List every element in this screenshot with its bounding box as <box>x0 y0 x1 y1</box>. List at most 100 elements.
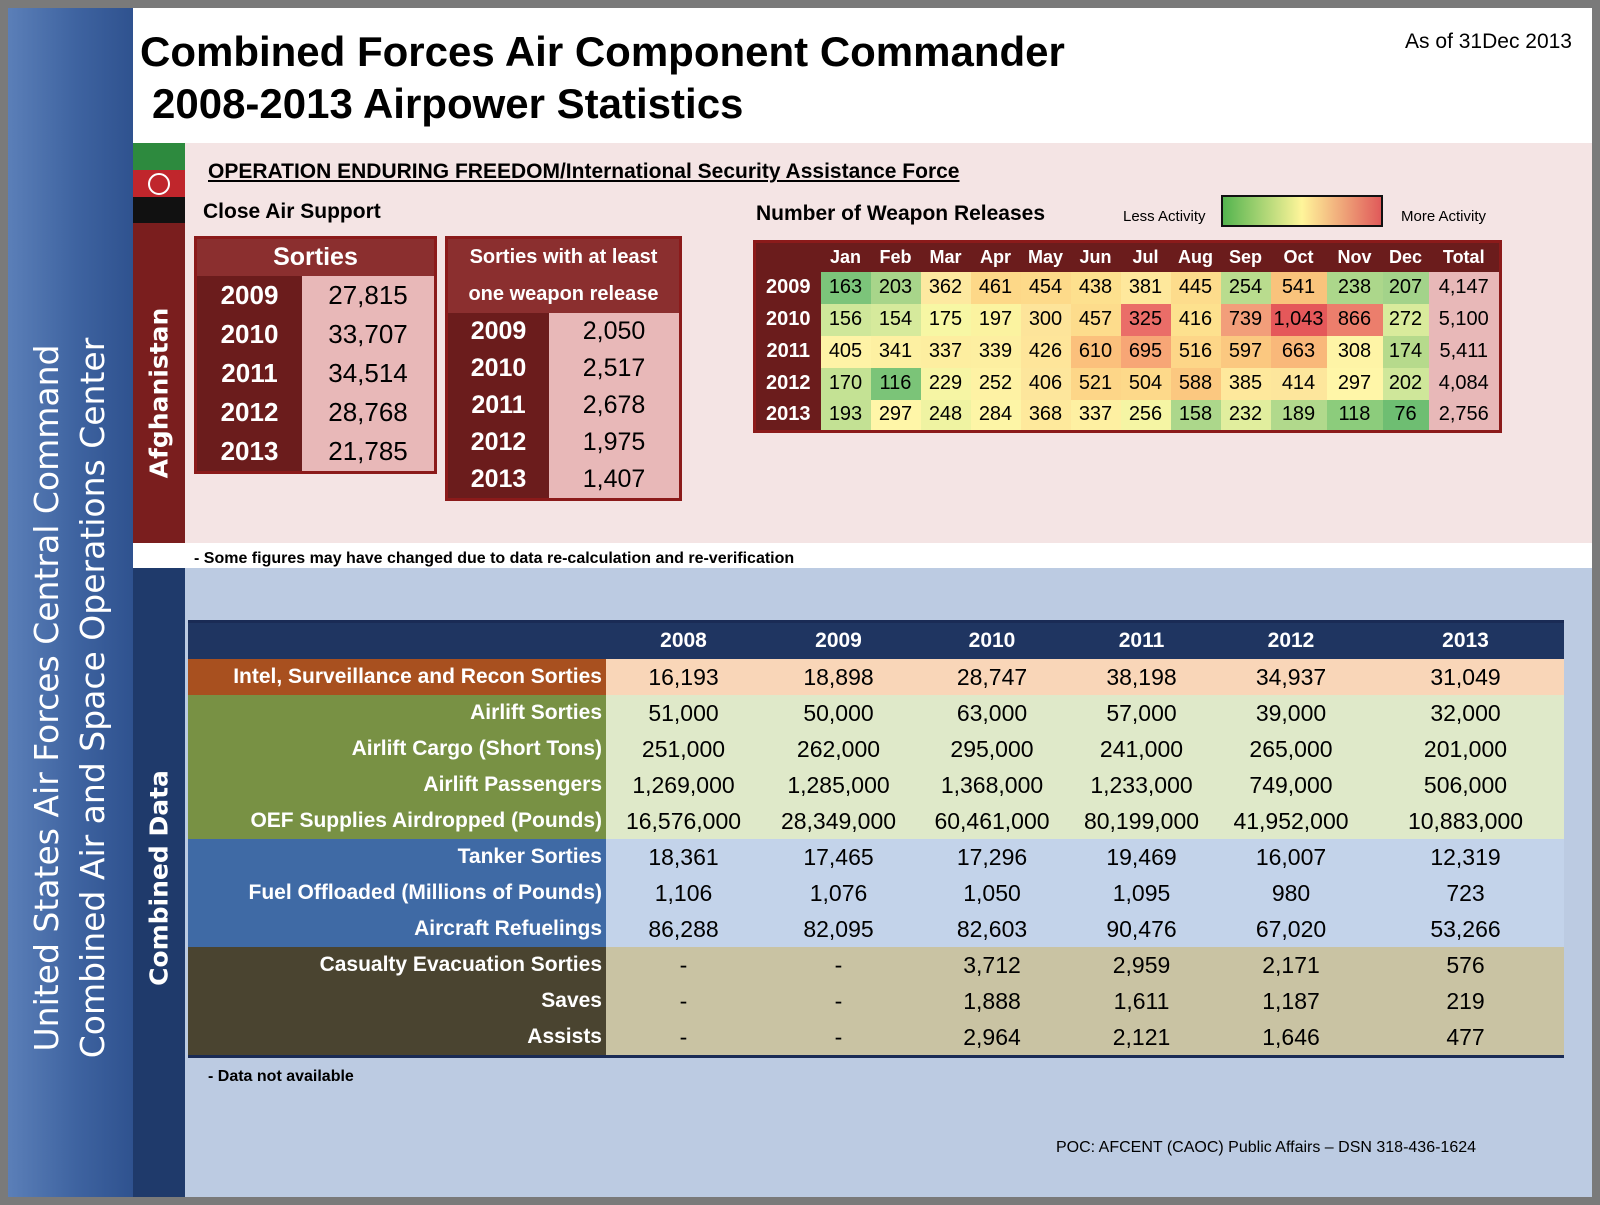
heatmap-month-header: Aug <box>1170 241 1221 272</box>
combined-cell: 82,603 <box>916 911 1068 947</box>
combined-row: Airlift Cargo (Short Tons) 251,000 262,000… <box>188 731 1564 767</box>
cas-row: 2011 34,514 <box>197 354 434 393</box>
heatmap-cell: 158 <box>1170 399 1221 432</box>
combined-cell: 1,269,000 <box>606 767 761 803</box>
combined-cell: 723 <box>1367 875 1564 911</box>
combined-cell: 86,288 <box>606 911 761 947</box>
heatmap-cell: 175 <box>920 303 971 336</box>
heatmap-cell: 337 <box>1070 399 1121 432</box>
heatmap-row: 2010 156 154 175 197 300 457 325 416 739 1,043 866 2… <box>754 303 1501 336</box>
weapon-releases-label: Number of Weapon Releases <box>756 202 1046 225</box>
combined-cell: 749,000 <box>1215 767 1367 803</box>
heatmap-cell: 597 <box>1220 335 1271 368</box>
combined-row-label: Aircraft Refuelings <box>188 911 606 947</box>
heatmap-cell: 610 <box>1070 335 1121 368</box>
cas-row: 2011 2,678 <box>448 387 679 424</box>
heatmap-cell: 695 <box>1120 335 1171 368</box>
heatmap-cell: 154 <box>870 303 921 336</box>
cas-value: 2,678 <box>549 387 679 424</box>
combined-cell: 1,646 <box>1215 1019 1367 1055</box>
combined-row: OEF Supplies Airdropped (Pounds) 16,576,0… <box>188 803 1564 839</box>
combined-row-label: Airlift Passengers <box>188 767 606 803</box>
combined-cell: 53,266 <box>1367 911 1564 947</box>
heatmap-cell: 297 <box>1326 367 1383 400</box>
legend-more-label: More Activity <box>1401 208 1487 225</box>
heatmap-cell: 339 <box>970 335 1021 368</box>
cas-year: 2013 <box>197 432 302 471</box>
combined-row: Airlift Passengers 1,269,000 1,285,000 1,36… <box>188 767 1564 803</box>
heatmap-cell: 663 <box>1270 335 1327 368</box>
combined-cell: 28,349,000 <box>761 803 916 839</box>
heatmap-cell: 284 <box>970 399 1021 432</box>
combined-cell: 41,952,000 <box>1215 803 1367 839</box>
combined-row-label: Airlift Sorties <box>188 695 606 731</box>
combined-cell: 19,469 <box>1068 839 1215 875</box>
heatmap-total: 4,147 <box>1428 271 1501 304</box>
combined-year-header: 2012 <box>1267 629 1315 652</box>
cas-value: 34,514 <box>302 354 434 393</box>
heatmap-row: 2013 193 297 248 284 368 337 256 158 232 189 118 76 2… <box>754 399 1501 432</box>
operation-heading: OPERATION ENDURING FREEDOM/International… <box>208 160 960 183</box>
combined-cell: 10,883,000 <box>1367 803 1564 839</box>
combined-cell: 265,000 <box>1215 731 1367 767</box>
cas-row: 2009 27,815 <box>197 276 434 315</box>
left-band: United States Air Forces Central Command… <box>8 8 133 1197</box>
heatmap-cell: 739 <box>1220 303 1271 336</box>
combined-cell: 219 <box>1367 983 1564 1019</box>
heatmap-cell: 300 <box>1020 303 1071 336</box>
sorties-header: Sorties <box>197 239 434 276</box>
heatmap-cell: 272 <box>1382 303 1429 336</box>
combined-cell: 51,000 <box>606 695 761 731</box>
heatmap-cell: 297 <box>870 399 921 432</box>
title-line-1: Combined Forces Air Component Commander <box>140 28 1065 75</box>
combined-row: Casualty Evacuation Sorties - -3,712 2,959 2… <box>188 947 1564 983</box>
combined-cell: 32,000 <box>1367 695 1564 731</box>
combined-cell: 2,964 <box>916 1019 1068 1055</box>
heatmap-year: 2012 <box>754 367 821 400</box>
combined-cell: 16,193 <box>606 659 761 695</box>
cas-value: 27,815 <box>302 276 434 315</box>
combined-cell: 241,000 <box>1068 731 1215 767</box>
cas-row: 2013 21,785 <box>197 432 434 471</box>
heatmap-month-header: Jun <box>1070 241 1121 272</box>
heatmap-cell: 866 <box>1326 303 1383 336</box>
cas-row: 2012 1,975 <box>448 424 679 461</box>
cas-year: 2010 <box>197 315 302 354</box>
combined-cell: 1,611 <box>1068 983 1215 1019</box>
afghanistan-label: Afghanistan <box>144 307 174 479</box>
heatmap-cell: 174 <box>1382 335 1429 368</box>
poc-contact: POC: AFCENT (CAOC) Public Affairs – DSN … <box>1056 1139 1477 1156</box>
combined-cell: 1,233,000 <box>1068 767 1215 803</box>
combined-row-label: Casualty Evacuation Sorties <box>188 947 606 983</box>
organization-title: United States Air Forces Central Command… <box>24 338 116 1059</box>
combined-cell: - <box>761 983 916 1019</box>
heatmap-cell: 405 <box>820 335 871 368</box>
heatmap-cell: 445 <box>1170 271 1221 304</box>
cas-value: 2,517 <box>549 350 679 387</box>
heatmap-cell: 457 <box>1070 303 1121 336</box>
combined-data-label: Combined Data <box>144 770 174 986</box>
heatmap-month-header: Jul <box>1120 241 1171 272</box>
heatmap-cell: 118 <box>1326 399 1383 432</box>
heatmap-month-header: Jan <box>820 241 871 272</box>
heatmap-total: 5,100 <box>1428 303 1501 336</box>
combined-cell: 2,171 <box>1215 947 1367 983</box>
heatmap-cell: 248 <box>920 399 971 432</box>
heatmap-cell: 252 <box>970 367 1021 400</box>
title-line-2: 2008-2013 Airpower Statistics <box>152 80 744 127</box>
heatmap-cell: 193 <box>820 399 871 432</box>
data-not-available-note: - Data not available <box>208 1068 354 1085</box>
combined-cell: 3,712 <box>916 947 1068 983</box>
combined-cell: 34,937 <box>1215 659 1367 695</box>
combined-data-table: 2008 2009 2010 2011 2012 2013 Intel, Surveill… <box>188 620 1564 1058</box>
heatmap-month-header: Apr <box>970 241 1021 272</box>
heatmap-month-header: Total <box>1428 241 1501 272</box>
combined-row-label: Intel, Surveillance and Recon Sorties <box>188 659 606 695</box>
combined-cell: 16,576,000 <box>606 803 761 839</box>
heatmap-month-header: Oct <box>1270 241 1327 272</box>
cas-year: 2013 <box>448 461 549 498</box>
heatmap-corner <box>754 241 821 272</box>
combined-row: Assists - -2,964 2,121 1,646 477 <box>188 1019 1564 1055</box>
combined-cell: 201,000 <box>1367 731 1564 767</box>
